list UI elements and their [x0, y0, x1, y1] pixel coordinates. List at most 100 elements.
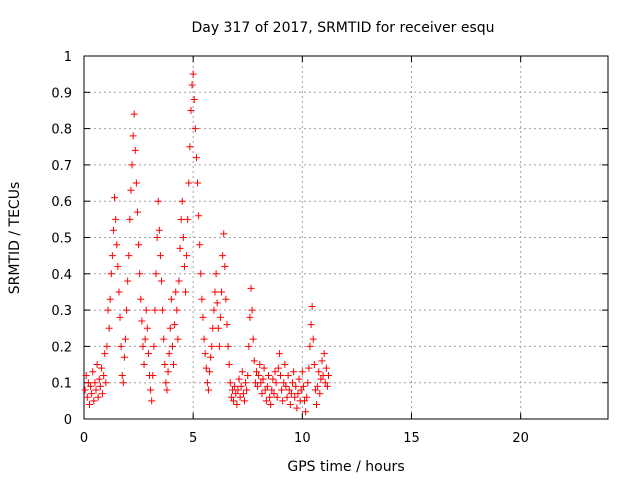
data-point	[295, 375, 303, 383]
data-point	[308, 302, 316, 310]
data-point	[315, 368, 323, 376]
data-point	[163, 386, 171, 394]
data-point	[208, 342, 216, 350]
data-point	[285, 386, 293, 394]
data-point	[248, 306, 256, 314]
x-tick-label: 5	[189, 431, 197, 446]
data-point	[91, 379, 99, 387]
data-point	[142, 306, 150, 314]
data-point	[306, 342, 314, 350]
data-point	[233, 400, 241, 408]
data-point	[188, 81, 196, 89]
data-point	[83, 393, 91, 401]
data-point	[234, 386, 242, 394]
data-point	[269, 375, 277, 383]
data-point	[155, 226, 163, 234]
data-point	[179, 234, 187, 241]
data-point	[89, 368, 97, 376]
data-point	[133, 208, 141, 216]
data-points	[81, 70, 333, 416]
data-point	[101, 350, 109, 358]
data-point	[118, 371, 126, 379]
data-point	[189, 70, 197, 78]
data-point	[152, 270, 160, 278]
y-tick-label: 0.8	[51, 123, 72, 138]
data-point	[87, 382, 95, 390]
data-point	[284, 371, 292, 379]
data-point	[161, 361, 169, 369]
data-point	[214, 324, 222, 332]
x-axis-title: GPS time / hours	[287, 459, 404, 475]
data-point	[136, 270, 144, 278]
data-point	[246, 313, 254, 321]
data-point	[92, 386, 100, 394]
data-point	[132, 179, 140, 187]
data-point	[191, 125, 199, 133]
y-tick-label: 0.2	[51, 340, 72, 355]
data-point	[237, 382, 245, 390]
data-point	[190, 96, 198, 104]
data-point	[213, 299, 221, 307]
data-point	[200, 335, 208, 343]
data-point	[245, 342, 253, 350]
data-point	[159, 306, 167, 314]
data-point	[212, 270, 220, 278]
data-point	[111, 194, 119, 202]
data-point	[291, 393, 299, 401]
data-point	[148, 397, 156, 405]
data-point	[84, 379, 92, 387]
data-point	[138, 317, 146, 325]
data-point	[115, 288, 123, 296]
data-point	[292, 382, 300, 390]
data-point	[162, 379, 170, 387]
data-point	[299, 382, 307, 390]
data-point	[231, 382, 239, 390]
data-point	[97, 364, 105, 372]
data-point	[281, 361, 289, 369]
data-point	[298, 368, 306, 376]
data-point	[250, 357, 258, 365]
data-point	[143, 324, 151, 332]
data-point	[135, 241, 143, 249]
data-point	[112, 215, 120, 223]
data-point	[249, 335, 257, 343]
data-point	[156, 252, 164, 260]
data-point	[149, 371, 157, 379]
data-point	[168, 342, 176, 350]
data-point	[271, 368, 279, 376]
data-point	[95, 375, 103, 383]
data-point	[303, 393, 311, 401]
data-point	[297, 386, 305, 394]
data-point	[116, 313, 124, 321]
data-point	[275, 350, 283, 358]
y-tick-label: 0.4	[51, 268, 72, 283]
data-point	[121, 335, 129, 343]
data-point	[239, 390, 247, 398]
data-point	[194, 179, 202, 187]
data-point	[186, 143, 194, 151]
data-point	[268, 386, 276, 394]
data-point	[125, 252, 133, 260]
data-point	[279, 397, 287, 405]
data-point	[196, 241, 204, 249]
y-tick-label: 0	[64, 413, 72, 428]
data-point	[294, 390, 302, 398]
data-point	[140, 361, 148, 369]
grid	[84, 56, 608, 419]
data-point	[175, 277, 183, 285]
x-tick-label: 20	[512, 431, 529, 446]
data-point	[283, 393, 291, 401]
data-point	[287, 390, 295, 398]
data-point	[220, 230, 228, 238]
data-point	[264, 371, 272, 379]
data-point	[263, 382, 271, 390]
data-point	[274, 364, 282, 372]
data-point	[240, 397, 248, 405]
data-point	[225, 361, 233, 369]
data-point	[260, 364, 268, 372]
data-point	[158, 277, 166, 285]
data-point	[313, 400, 321, 408]
data-point	[226, 379, 234, 387]
data-point	[119, 379, 127, 387]
